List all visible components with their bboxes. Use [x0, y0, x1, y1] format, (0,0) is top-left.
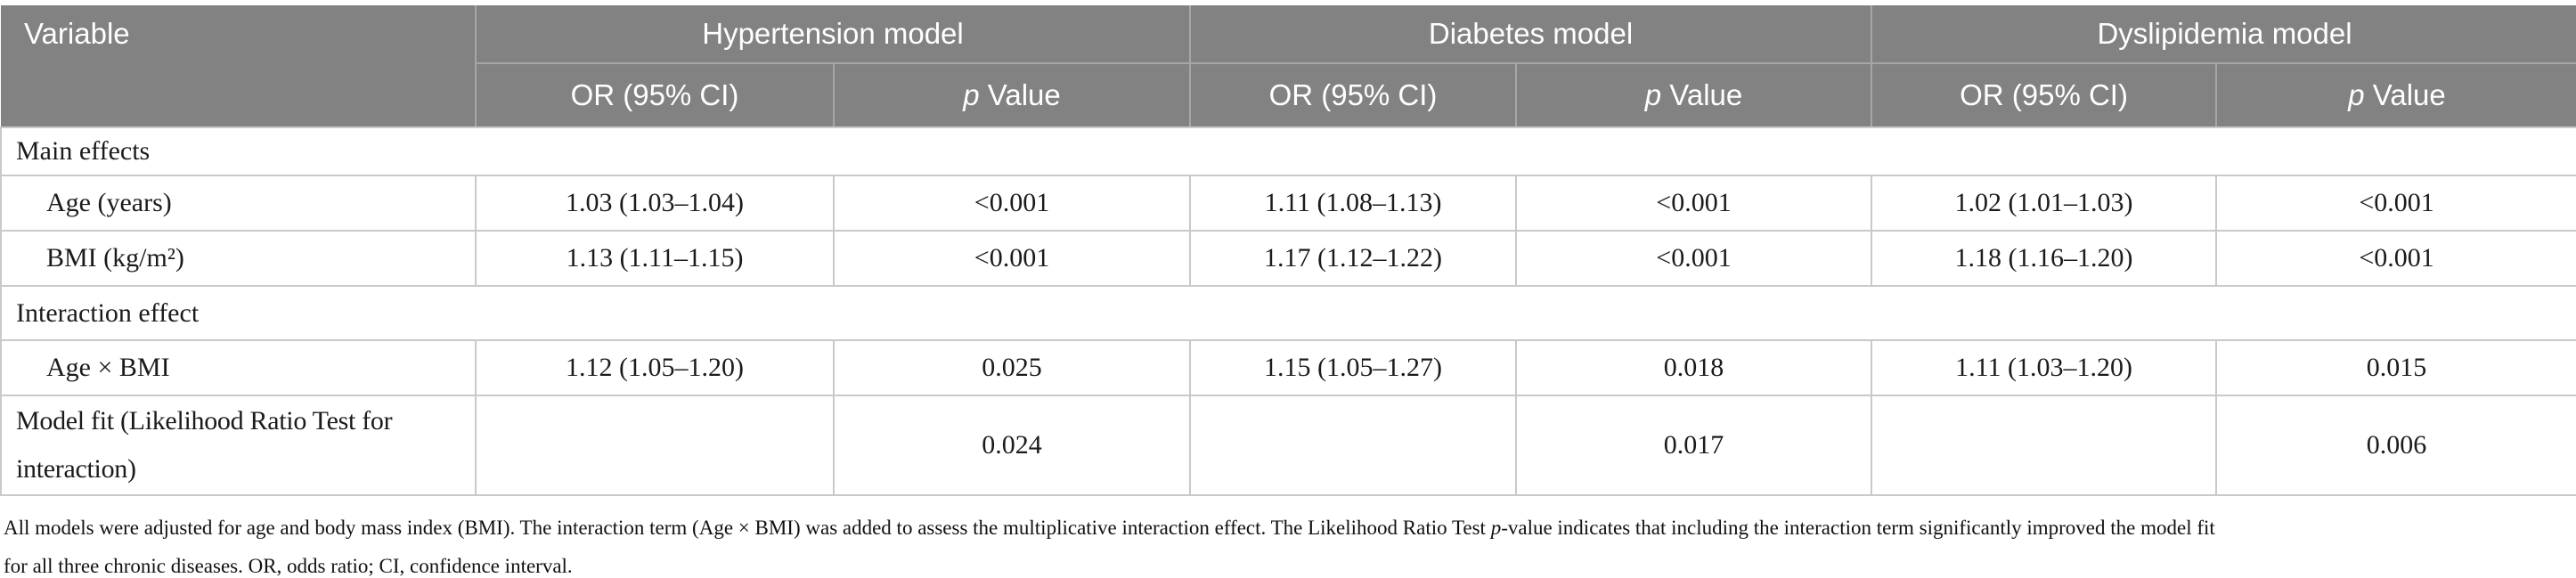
section-label: Interaction effect — [0, 285, 2576, 341]
cell-dyslipidemia-or: 1.11 (1.03–1.20) — [1871, 339, 2218, 396]
table-row-age: Age (years) 1.03 (1.03–1.04) <0.001 1.11… — [0, 175, 2576, 232]
cell-dyslipidemia-p: <0.001 — [2215, 175, 2576, 232]
cell-dyslipidemia-or — [1871, 395, 2218, 496]
table-row-age-x-bmi: Age × BMI 1.12 (1.05–1.20) 0.025 1.15 (1… — [0, 339, 2576, 396]
p-value-header: p Value — [1514, 62, 1873, 128]
footnote-line-2: for all three chronic diseases. OR, odds… — [4, 555, 573, 577]
row-label: BMI (kg/m²) — [0, 230, 477, 287]
cell-dyslipidemia-p: 0.006 — [2215, 395, 2576, 496]
section-label: Main effects — [0, 126, 2576, 176]
cell-diabetes-p: 0.017 — [1514, 395, 1873, 496]
footnote-text: All models were adjusted for age and bod… — [4, 517, 1491, 539]
p-value-rest: Value — [2364, 78, 2446, 111]
hypertension-model-header: Hypertension model — [475, 5, 1191, 64]
p-value-rest: Value — [979, 78, 1061, 111]
cell-hypertension-or: 1.12 (1.05–1.20) — [475, 339, 835, 396]
cell-diabetes-p: <0.001 — [1514, 230, 1873, 287]
table-body: Main effects Age (years) 1.03 (1.03–1.04… — [0, 126, 2576, 496]
footnote-line-1: All models were adjusted for age and bod… — [4, 509, 2576, 547]
section-row-main-effects: Main effects — [0, 126, 2576, 176]
table-row-model-fit: Model fit (Likelihood Ratio Test for int… — [0, 395, 2576, 496]
cell-dyslipidemia-p: <0.001 — [2215, 230, 2576, 287]
section-row-interaction-effect: Interaction effect — [0, 285, 2576, 341]
row-label: Model fit (Likelihood Ratio Test for int… — [0, 395, 477, 496]
cell-hypertension-p: <0.001 — [833, 175, 1191, 232]
footnote-text: -value indicates that including the inte… — [1501, 517, 2215, 539]
table-footnote: All models were adjusted for age and bod… — [4, 509, 2576, 578]
diabetes-model-header: Diabetes model — [1188, 5, 1873, 64]
p-italic: p — [1490, 517, 1502, 539]
cell-dyslipidemia-or: 1.02 (1.01–1.03) — [1871, 175, 2218, 232]
cell-diabetes-or — [1189, 395, 1517, 496]
cell-diabetes-or: 1.17 (1.12–1.22) — [1189, 230, 1517, 287]
table-row-bmi: BMI (kg/m²) 1.13 (1.11–1.15) <0.001 1.17… — [0, 230, 2576, 287]
cell-diabetes-or: 1.11 (1.08–1.13) — [1189, 175, 1517, 232]
p-value-header: p Value — [2215, 62, 2576, 128]
p-italic: p — [2348, 78, 2365, 111]
p-italic: p — [963, 78, 980, 111]
header-row-models: Variable Hypertension model Diabetes mod… — [1, 5, 2576, 128]
cell-hypertension-p: 0.024 — [833, 395, 1191, 496]
or-ci-header: OR (95% CI) — [1189, 62, 1517, 128]
cell-diabetes-p: 0.018 — [1514, 339, 1873, 396]
cell-diabetes-p: <0.001 — [1514, 175, 1873, 232]
p-value-rest: Value — [1661, 78, 1743, 111]
cell-dyslipidemia-p: 0.015 — [2215, 339, 2576, 396]
cell-hypertension-or: 1.13 (1.11–1.15) — [475, 230, 835, 287]
cell-dyslipidemia-or: 1.18 (1.16–1.20) — [1871, 230, 2218, 287]
or-ci-header: OR (95% CI) — [1871, 62, 2218, 128]
interaction-models-table: Variable Hypertension model Diabetes mod… — [0, 5, 2576, 496]
cell-hypertension-or — [475, 395, 835, 496]
table-header: Variable Hypertension model Diabetes mod… — [1, 5, 2576, 128]
p-italic: p — [1644, 78, 1662, 111]
cell-hypertension-p: 0.025 — [833, 339, 1191, 396]
dyslipidemia-model-header: Dyslipidemia model — [1871, 5, 2576, 64]
header-row-measures: OR (95% CI) p Value OR (95% CI) p Value … — [1, 62, 2576, 128]
row-label: Age (years) — [0, 175, 477, 232]
or-ci-header: OR (95% CI) — [475, 62, 835, 128]
cell-hypertension-p: <0.001 — [833, 230, 1191, 287]
variable-column-header: Variable — [1, 5, 477, 128]
cell-hypertension-or: 1.03 (1.03–1.04) — [475, 175, 835, 232]
p-value-header: p Value — [833, 62, 1191, 128]
row-label: Age × BMI — [0, 339, 477, 396]
cell-diabetes-or: 1.15 (1.05–1.27) — [1189, 339, 1517, 396]
